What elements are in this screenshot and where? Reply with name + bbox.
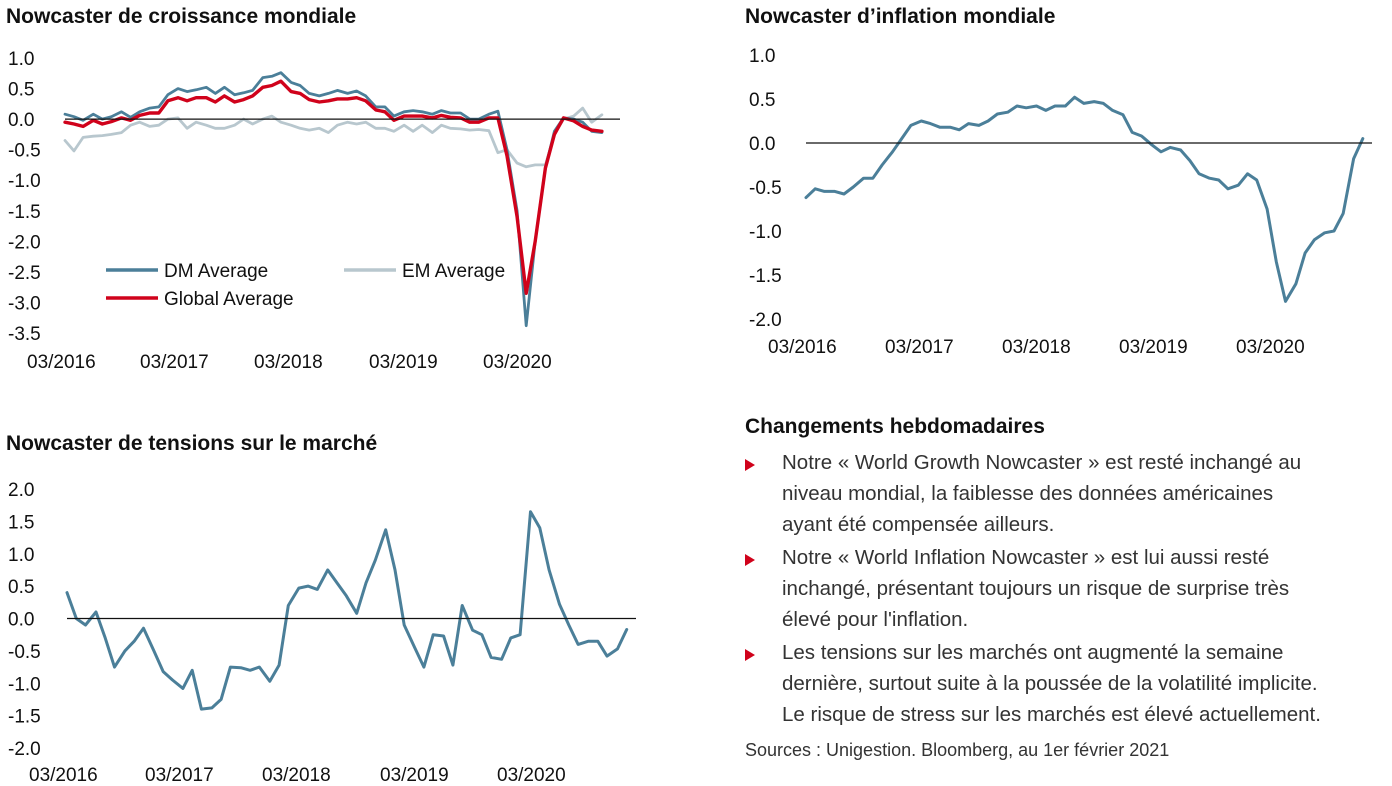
bullet-arrow-icon: [745, 459, 755, 471]
growth-chart-legend: DM Average EM Average Global Average: [106, 261, 505, 310]
y-tick-label: -1.0: [8, 171, 41, 192]
y-tick-label: 2.0: [8, 480, 34, 501]
growth-chart: 1.0 0.5 0.0 -0.5 -1.0 -1.5 -2.0 -2.5 -3.0 -3.5 03/…: [8, 49, 620, 373]
x-tick-label: 03/2018: [262, 765, 331, 786]
y-tick-label: -1.5: [8, 202, 41, 223]
weekly-changes-title: Changements hebdomadaires: [745, 415, 1045, 438]
y-tick-label: -3.5: [8, 324, 41, 345]
list-item: Les tensions sur les marchés ont augment…: [745, 637, 1390, 730]
y-tick-label: -1.5: [749, 266, 782, 287]
x-tick-label: 03/2017: [885, 337, 954, 358]
inflation-chart: 1.0 0.5 0.0 -0.5 -1.0 -1.5 -2.0 03/2016 03/2017 0…: [749, 46, 1372, 358]
bullet-line: inchangé, présentant toujours un risque …: [782, 577, 1290, 600]
y-tick-label: -2.0: [8, 232, 41, 253]
bullet-line: dernière, surtout suite à la poussée de …: [782, 672, 1318, 695]
x-tick-label: 03/2020: [1236, 337, 1305, 358]
y-tick-label: 1.0: [8, 49, 34, 70]
y-tick-label: -0.5: [8, 642, 41, 663]
source-note: Sources : Unigestion. Bloomberg, au 1er …: [745, 740, 1170, 760]
series-line: [63, 79, 604, 295]
bullet-line: Le risque de stress sur les marchés est …: [782, 703, 1321, 726]
y-tick-label: 0.0: [8, 610, 34, 631]
series-line: [65, 510, 629, 711]
y-tick-label: -2.0: [749, 310, 782, 331]
x-tick-label: 03/2017: [145, 765, 214, 786]
legend-label-global: Global Average: [164, 289, 294, 310]
inflation-chart-title: Nowcaster d’inflation mondiale: [745, 5, 1056, 28]
bullet-line: Notre « World Inflation Nowcaster » est …: [782, 546, 1270, 569]
legend-label-em: EM Average: [402, 261, 505, 282]
stress-chart: 2.0 1.5 1.0 0.5 0.0 -0.5 -1.0 -1.5 -2.0 03/2016 03…: [8, 480, 636, 786]
y-tick-label: -0.5: [749, 178, 782, 199]
y-tick-label: -1.0: [8, 674, 41, 695]
y-tick-label: 1.5: [8, 512, 34, 533]
series-line: [804, 95, 1365, 303]
y-tick-label: -3.0: [8, 293, 41, 314]
x-tick-label: 03/2019: [380, 765, 449, 786]
y-tick-label: -2.5: [8, 263, 41, 284]
series-line: [63, 106, 604, 169]
list-item: Notre « World Growth Nowcaster » est res…: [745, 447, 1390, 540]
x-tick-label: 03/2020: [497, 765, 566, 786]
y-tick-label: 0.5: [8, 577, 34, 598]
y-tick-label: -2.0: [8, 739, 41, 760]
y-tick-label: -1.5: [8, 707, 41, 728]
x-tick-label: 03/2020: [483, 352, 552, 373]
y-tick-label: 1.0: [749, 46, 775, 67]
series-line: [63, 71, 604, 328]
x-tick-label: 03/2016: [768, 337, 837, 358]
x-tick-label: 03/2017: [140, 352, 209, 373]
weekly-changes-panel: Changements hebdomadaires Notre « World …: [745, 415, 1390, 761]
x-tick-label: 03/2016: [27, 352, 96, 373]
x-tick-label: 03/2019: [1119, 337, 1188, 358]
x-tick-label: 03/2019: [369, 352, 438, 373]
bullet-line: niveau mondial, la faiblesse des données…: [782, 482, 1274, 505]
bullet-line: Les tensions sur les marchés ont augment…: [782, 641, 1284, 664]
y-tick-label: 0.0: [8, 110, 34, 131]
bullet-line: ayant été compensée ailleurs.: [782, 513, 1055, 536]
x-tick-label: 03/2018: [254, 352, 323, 373]
bullet-arrow-icon: [745, 554, 755, 566]
y-tick-label: -1.0: [749, 222, 782, 243]
y-tick-label: 0.0: [749, 134, 775, 155]
stress-chart-title: Nowcaster de tensions sur le marché: [6, 432, 378, 455]
bullet-line: Notre « World Growth Nowcaster » est res…: [782, 451, 1302, 474]
growth-chart-title: Nowcaster de croissance mondiale: [6, 5, 357, 28]
list-item: Notre « World Inflation Nowcaster » est …: [745, 542, 1390, 635]
x-tick-label: 03/2018: [1002, 337, 1071, 358]
y-tick-label: -0.5: [8, 141, 41, 162]
x-tick-label: 03/2016: [29, 765, 98, 786]
legend-label-dm: DM Average: [164, 261, 268, 282]
y-tick-label: 0.5: [8, 80, 34, 101]
bullet-line: élevé pour l'inflation.: [782, 608, 969, 631]
y-tick-label: 0.5: [749, 90, 775, 111]
bullet-arrow-icon: [745, 649, 755, 661]
y-tick-label: 1.0: [8, 545, 34, 566]
weekly-changes-list: Notre « World Growth Nowcaster » est res…: [745, 447, 1390, 730]
